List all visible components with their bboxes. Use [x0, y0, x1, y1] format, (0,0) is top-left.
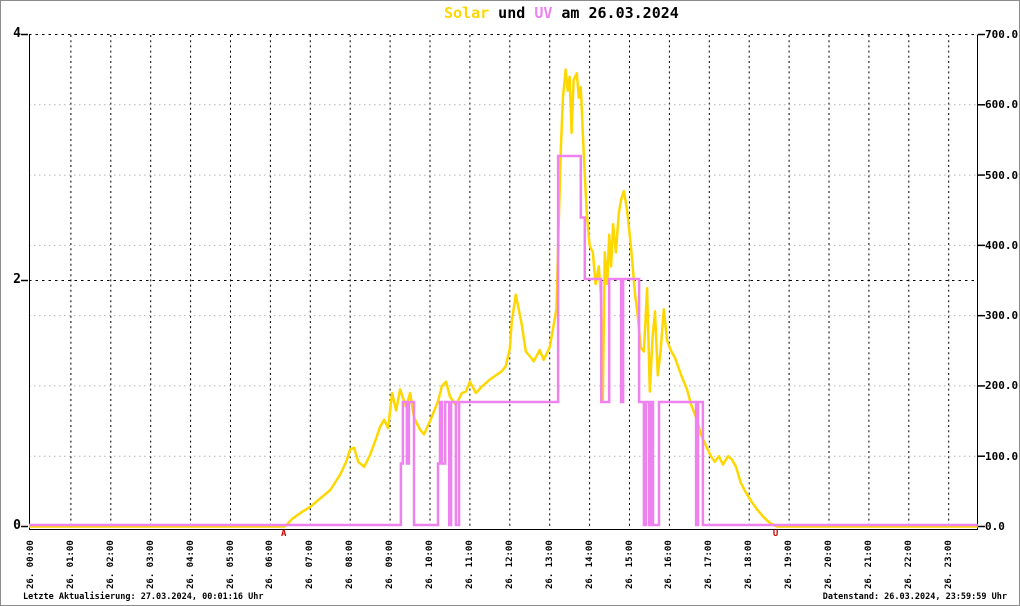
y-axis-left-label: 0 — [13, 518, 21, 533]
chart-title-solar: Solar — [444, 4, 490, 22]
chart-plot-area — [21, 33, 985, 531]
x-axis-label: 26. 09:00 — [385, 540, 396, 589]
data-state-text: Datenstand: 26.03.2024, 23:59:59 Uhr — [822, 592, 1007, 602]
x-axis-label: 26. 03:00 — [145, 540, 156, 589]
x-axis-label: 26. 07:00 — [305, 540, 316, 589]
x-axis-label: 26. 19:00 — [784, 540, 795, 589]
chart-title-uv: UV — [534, 4, 553, 22]
x-axis-label: 26. 00:00 — [26, 540, 36, 589]
y-axis-right-label: 500.0 — [985, 168, 1019, 182]
x-axis-label: 26. 23:00 — [943, 540, 954, 589]
chart-canvas — [21, 33, 985, 530]
x-axis-label: 26. 21:00 — [863, 540, 874, 589]
x-axis-label: 26. 12:00 — [504, 540, 515, 589]
x-axis-label: 26. 13:00 — [544, 540, 555, 589]
last-update-text: Letzte Aktualisierung: 27.03.2024, 00:01… — [23, 592, 264, 602]
x-axis-label: 26. 08:00 — [345, 540, 356, 589]
x-axis-label: 26. 22:00 — [903, 540, 914, 589]
chart-title: Solar und UV am 26.03.2024 — [444, 4, 679, 22]
x-axis-label: 26. 11:00 — [464, 540, 475, 589]
chart-title-date: am 26.03.2024 — [552, 4, 679, 22]
chart-title-und: und — [489, 4, 535, 22]
y-axis-left-label: 2 — [13, 272, 21, 287]
x-axis-label: 26. 14:00 — [584, 540, 595, 589]
x-axis-label: 26. 18:00 — [744, 540, 755, 589]
x-axis-label: 26. 06:00 — [265, 540, 276, 589]
x-axis-label: 26. 17:00 — [704, 540, 715, 589]
y-axis-left-label: 4 — [13, 26, 21, 41]
y-axis-right-label: 100.0 — [985, 449, 1019, 463]
x-axis-label: 26. 20:00 — [824, 540, 834, 589]
sunset-marker: U — [772, 529, 779, 539]
y-axis-right-label: 300.0 — [985, 309, 1019, 323]
x-axis-label: 26. 16:00 — [664, 540, 675, 589]
y-axis-right-label: 400.0 — [985, 238, 1019, 252]
x-axis-label: 26. 02:00 — [105, 540, 116, 589]
x-axis-label: 26. 15:00 — [624, 540, 635, 589]
x-axis-label: 26. 05:00 — [225, 540, 236, 589]
x-axis-label: 26. 04:00 — [185, 540, 196, 589]
y-axis-right-label: 0.0 — [985, 520, 1005, 533]
y-axis-right-label: 700.0 — [985, 28, 1019, 41]
y-axis-right-label: 200.0 — [985, 379, 1019, 393]
x-axis-label: 26. 01:00 — [65, 540, 76, 589]
y-axis-right-label: 600.0 — [985, 98, 1019, 112]
x-axis-label: 26. 10:00 — [425, 540, 435, 589]
sunrise-marker: A — [280, 529, 287, 539]
